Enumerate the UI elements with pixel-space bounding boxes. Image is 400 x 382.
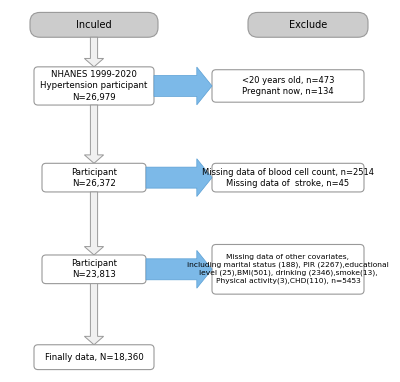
FancyBboxPatch shape	[212, 244, 364, 294]
FancyBboxPatch shape	[30, 12, 158, 37]
FancyBboxPatch shape	[248, 12, 368, 37]
Polygon shape	[84, 37, 104, 67]
Text: Finally data, N=18,360: Finally data, N=18,360	[45, 353, 143, 362]
Text: Exclude: Exclude	[289, 20, 327, 30]
Text: Participant
N=23,813: Participant N=23,813	[71, 259, 117, 279]
Polygon shape	[146, 251, 212, 288]
Polygon shape	[84, 283, 104, 345]
Polygon shape	[84, 192, 104, 255]
FancyBboxPatch shape	[212, 70, 364, 102]
FancyBboxPatch shape	[212, 163, 364, 192]
FancyBboxPatch shape	[42, 163, 146, 192]
Text: NHANES 1999-2020
Hypertension participant
N=26,979: NHANES 1999-2020 Hypertension participan…	[40, 70, 148, 102]
Text: Missing data of blood cell count, n=2514
Missing data of  stroke, n=45: Missing data of blood cell count, n=2514…	[202, 168, 374, 188]
FancyBboxPatch shape	[42, 255, 146, 283]
Polygon shape	[154, 67, 212, 105]
Text: Inculed: Inculed	[76, 20, 112, 30]
Text: Participant
N=26,372: Participant N=26,372	[71, 168, 117, 188]
FancyBboxPatch shape	[34, 67, 154, 105]
Text: <20 years old, n=473
Pregnant now, n=134: <20 years old, n=473 Pregnant now, n=134	[242, 76, 334, 96]
Polygon shape	[84, 105, 104, 163]
Polygon shape	[146, 159, 212, 196]
FancyBboxPatch shape	[34, 345, 154, 370]
Text: Missing data of other covariates,
including marital status (188), PIR (2267),edu: Missing data of other covariates, includ…	[187, 254, 389, 284]
